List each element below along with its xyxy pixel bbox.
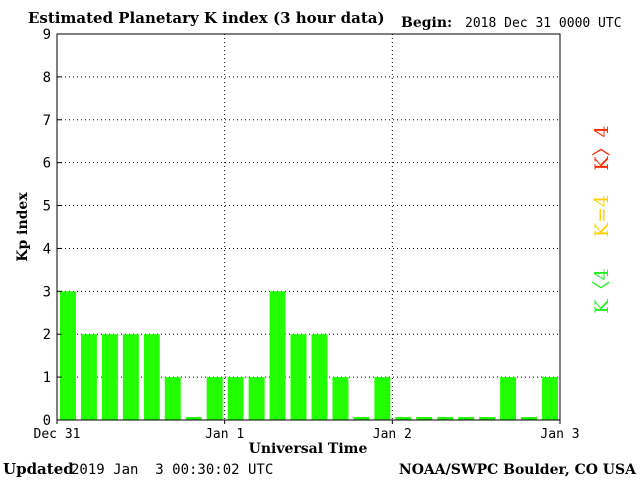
source-credit: NOAA/SWPC Boulder, CO USA <box>399 462 637 478</box>
updated-label: Updated <box>3 460 74 478</box>
x-tick-label: Jan 3 <box>540 427 579 442</box>
kp-bar <box>60 291 76 420</box>
kp-bar <box>437 417 454 420</box>
kp-bar <box>80 334 97 420</box>
kp-bar <box>269 291 286 420</box>
kp-bar <box>458 417 475 420</box>
plot-frame <box>56 33 561 421</box>
bars <box>60 291 558 420</box>
x-tick-label: Jan 1 <box>205 427 244 442</box>
kp-bar <box>248 377 265 420</box>
kp-bar <box>374 377 391 420</box>
updated-value: 2019 Jan 3 00:30:02 UTC <box>71 462 273 478</box>
x-tick-label: Jan 2 <box>373 427 412 442</box>
kp-bar <box>332 377 349 420</box>
y-tick-label: 3 <box>43 284 51 300</box>
y-tick-label: 0 <box>43 413 51 429</box>
y-tick-label: 6 <box>43 156 51 172</box>
kp-bar <box>500 377 517 420</box>
y-tick-label: 2 <box>43 327 51 343</box>
x-axis-label: Universal Time <box>249 441 368 457</box>
kp-bar <box>206 377 223 420</box>
kp-bar <box>122 334 139 420</box>
y-tick-label: 5 <box>43 199 51 215</box>
kp-bar <box>185 417 202 420</box>
kp-bar <box>290 334 307 420</box>
kp-bar <box>395 417 412 420</box>
x-tick-labels: Dec 31 Jan 1 Jan 2 Jan 3 <box>34 420 580 442</box>
begin-value: 2018 Dec 31 0000 UTC <box>465 16 622 31</box>
kp-bar <box>227 377 244 420</box>
kp-bar <box>521 417 538 420</box>
y-tick-label: 9 <box>43 27 51 43</box>
begin-label: Begin: <box>401 15 452 31</box>
x-tick-label: Dec 31 <box>34 427 81 442</box>
y-tick-label: 8 <box>43 70 51 86</box>
kp-bar <box>479 417 496 420</box>
chart-title: Estimated Planetary K index (3 hour data… <box>28 9 385 27</box>
y-tick-label: 4 <box>43 241 51 257</box>
kp-bar <box>311 334 328 420</box>
grid-lines <box>57 34 560 420</box>
legend-k-below-4: K〈4 <box>591 268 613 313</box>
kp-bar <box>416 417 433 420</box>
kp-bar <box>143 334 160 420</box>
kp-bar <box>101 334 118 420</box>
kp-bar <box>542 377 558 420</box>
y-tick-label: 7 <box>43 113 51 129</box>
kp-bar <box>164 377 181 420</box>
legend-k-above-4: K〉4 <box>591 125 613 170</box>
y-tick-labels: 0 1 2 3 4 5 6 7 8 9 <box>43 27 62 429</box>
legend-k-equal-4: K=4 <box>591 195 613 237</box>
y-tick-label: 1 <box>43 370 51 386</box>
kp-bar <box>353 417 370 420</box>
y-axis-label: Kp index <box>15 192 31 262</box>
